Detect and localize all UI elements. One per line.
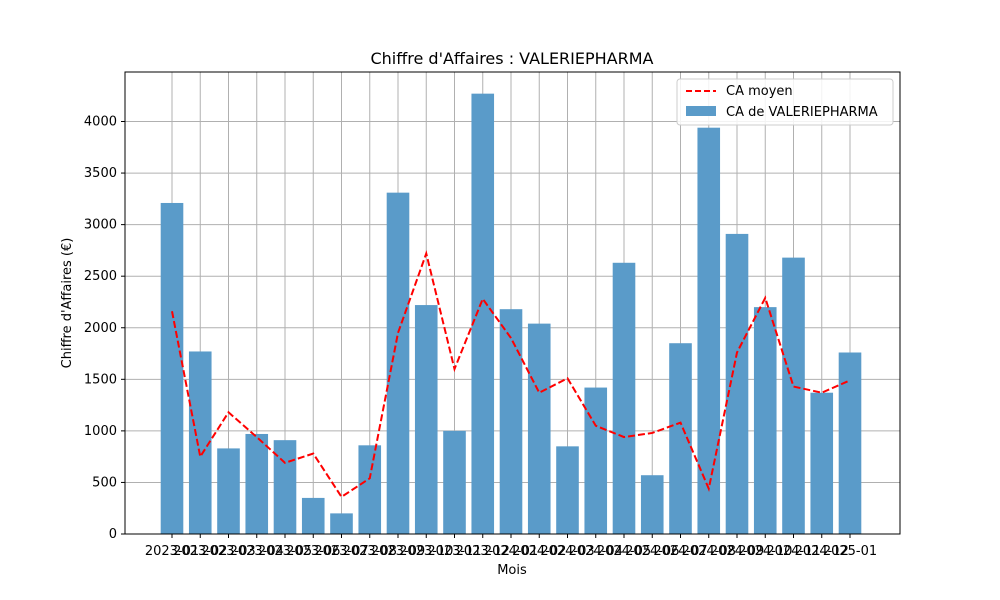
bar — [386, 192, 410, 534]
bar — [414, 305, 438, 534]
x-tick-label: 2024-10 — [738, 544, 792, 559]
y-tick-label: 1000 — [84, 424, 117, 439]
bar — [556, 446, 579, 534]
bar-series — [160, 93, 862, 534]
x-tick-label: 2024-09 — [710, 544, 764, 559]
line-ca-moyen — [171, 250, 851, 499]
bar — [725, 233, 749, 534]
bar — [217, 448, 240, 534]
bar — [245, 433, 269, 534]
bar — [471, 93, 495, 534]
y-axis-label: Chiffre d'Affaires (€) — [60, 238, 75, 369]
x-tick-label: 2023-06 — [286, 544, 340, 559]
bar — [443, 430, 466, 534]
line-series — [171, 250, 851, 499]
x-tick-label: 2025-01 — [823, 544, 877, 559]
x-tick-label: 2023-09 — [371, 544, 425, 559]
x-tick-label: 2023-08 — [343, 544, 397, 559]
y-tick-label: 4000 — [84, 115, 117, 130]
x-tick-label: 2024-04 — [569, 544, 623, 559]
x-tick-label: 2023-10 — [399, 544, 453, 559]
x-tick-label: 2024-11 — [766, 544, 820, 559]
bar — [527, 323, 551, 534]
legend-swatch-bar — [686, 106, 716, 116]
bar — [669, 343, 692, 534]
bar — [640, 475, 664, 534]
bar — [838, 352, 862, 534]
bar — [330, 513, 353, 534]
x-tick-label: 2024-03 — [540, 544, 594, 559]
x-tick-label: 2023-03 — [201, 544, 255, 559]
bar — [499, 309, 523, 534]
legend: CA moyen CA de VALERIEPHARMA — [676, 78, 894, 126]
bar — [612, 262, 636, 534]
bar — [697, 127, 721, 534]
y-tick-label: 2500 — [84, 269, 117, 284]
x-tick-label: 2023-05 — [258, 544, 312, 559]
bar — [273, 440, 297, 534]
x-tick-label: 2023-01 — [145, 544, 199, 559]
x-tick-label: 2024-06 — [625, 544, 679, 559]
x-tick-label: 2023-12 — [456, 544, 510, 559]
plot-frame — [124, 71, 901, 535]
bar — [810, 392, 834, 534]
x-tick-label: 2024-07 — [653, 544, 707, 559]
x-axis: 2023-012023-022023-032023-042023-052023-… — [145, 534, 877, 559]
y-tick-label: 0 — [109, 527, 117, 542]
x-tick-label: 2023-11 — [427, 544, 481, 559]
legend-label-line: CA moyen — [726, 84, 793, 99]
x-tick-label: 2023-02 — [173, 544, 227, 559]
x-tick-label: 2023-04 — [230, 544, 284, 559]
bar — [160, 202, 184, 534]
bar — [301, 497, 325, 534]
chart-title: Chiffre d'Affaires : VALERIEPHARMA — [370, 49, 653, 68]
x-tick-label: 2024-08 — [682, 544, 736, 559]
x-tick-label: 2023-07 — [314, 544, 368, 559]
y-tick-label: 2000 — [84, 321, 117, 336]
bar — [358, 445, 382, 534]
legend-box — [676, 78, 894, 126]
y-axis: 0 500 1000 1500 2000 2500 3000 3500 4000 — [84, 115, 125, 542]
x-tick-label: 2024-05 — [597, 544, 651, 559]
x-tick-label: 2024-01 — [484, 544, 538, 559]
bar — [782, 257, 805, 534]
legend-label-bar: CA de VALERIEPHARMA — [726, 105, 878, 120]
x-tick-label: 2024-02 — [512, 544, 566, 559]
y-tick-label: 3000 — [84, 218, 117, 233]
bar — [188, 351, 212, 534]
x-tick-label: 2024-12 — [795, 544, 849, 559]
y-tick-label: 500 — [92, 475, 117, 490]
bar — [584, 387, 608, 534]
bar — [753, 307, 777, 534]
x-axis-label: Mois — [497, 563, 527, 578]
y-tick-label: 3500 — [84, 166, 117, 181]
y-tick-label: 1500 — [84, 372, 117, 387]
